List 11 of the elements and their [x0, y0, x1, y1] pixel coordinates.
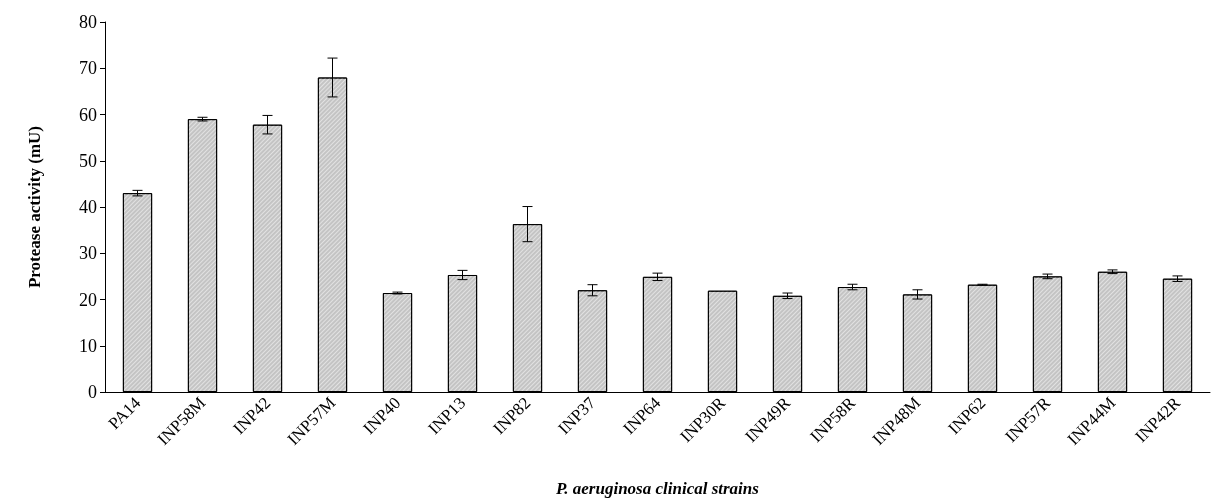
y-tick-label: 60 [79, 104, 97, 125]
y-tick-label: 30 [79, 243, 97, 264]
y-tick-label: 40 [79, 197, 97, 217]
y-tick-label: 0 [88, 382, 97, 402]
y-tick-label: 20 [79, 289, 97, 310]
x-axis-title: P. aeruginosa clinical strains [555, 479, 760, 498]
y-tick-label: 50 [79, 150, 97, 171]
y-tick-label: 80 [79, 12, 97, 32]
y-tick-label: 10 [79, 335, 97, 356]
y-tick-label: 70 [79, 58, 97, 79]
y-axis-title: Protease activity (mU) [25, 125, 44, 289]
